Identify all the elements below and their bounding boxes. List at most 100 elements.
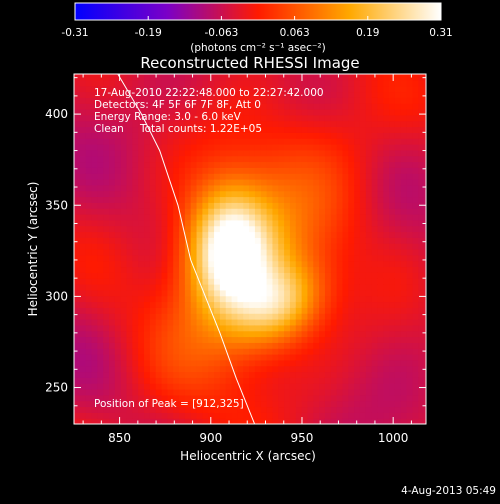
heatmap-cell — [179, 74, 186, 81]
heatmap-cell — [342, 120, 349, 128]
heatmap-cell — [394, 161, 402, 168]
heatmap-cell — [144, 149, 151, 157]
heatmap-cell — [74, 289, 81, 297]
heatmap-cell — [109, 324, 116, 332]
heatmap-cell — [254, 371, 262, 378]
heatmap-cell — [79, 394, 87, 402]
heatmap-cell — [79, 249, 87, 256]
heatmap-cell — [167, 97, 174, 104]
heatmap-cell — [237, 225, 244, 233]
heatmap-cell — [231, 383, 239, 390]
heatmap-cell — [383, 109, 390, 116]
heatmap-cell — [365, 412, 373, 419]
heatmap-cell — [173, 289, 180, 297]
heatmap-cell — [196, 348, 203, 355]
heatmap-cell — [138, 284, 145, 291]
heatmap-cell — [278, 74, 285, 81]
heatmap-cell — [348, 307, 355, 314]
heatmap-cell — [400, 289, 408, 297]
heatmap-cell — [120, 243, 128, 250]
detectors-annotation: Detectors: 4F 5F 6F 7F 8F, Att 0 — [94, 99, 261, 111]
heatmap-cell — [167, 348, 174, 355]
heatmap-cell — [383, 324, 390, 332]
heatmap-cell — [424, 173, 426, 180]
heatmap-cell — [225, 109, 233, 116]
heatmap-cell — [149, 400, 157, 408]
heatmap-cell — [126, 138, 133, 145]
heatmap-cell — [319, 260, 326, 268]
heatmap-cell — [161, 149, 168, 157]
heatmap-cell — [103, 377, 110, 384]
heatmap-cell — [278, 330, 285, 338]
heatmap-cell — [365, 161, 373, 168]
heatmap-cell — [231, 284, 239, 291]
heatmap-cell — [126, 260, 133, 268]
heatmap-cell — [412, 237, 419, 244]
heatmap-cell — [202, 301, 209, 308]
heatmap-cell — [219, 359, 227, 367]
heatmap-cell — [132, 85, 139, 93]
heatmap-cell — [167, 225, 174, 233]
heatmap-cell — [114, 260, 122, 268]
heatmap-cell — [184, 319, 192, 326]
heatmap-cell — [266, 418, 274, 424]
heatmap-cell — [354, 103, 361, 110]
heatmap-cell — [406, 394, 414, 402]
heatmap-cell — [266, 219, 274, 227]
heatmap-cell — [284, 400, 291, 408]
heatmap-cell — [155, 109, 163, 116]
heatmap-cell — [179, 400, 186, 408]
heatmap-cell — [319, 114, 326, 122]
heatmap-cell — [272, 109, 279, 116]
heatmap-cell — [79, 289, 87, 297]
heatmap-cell — [354, 289, 361, 297]
heatmap-cell — [85, 319, 93, 326]
heatmap-cell — [295, 254, 303, 262]
heatmap-cell — [295, 167, 303, 174]
heatmap-cell — [348, 394, 355, 402]
heatmap-cell — [91, 313, 98, 320]
heatmap-cell — [144, 400, 151, 408]
heatmap-cell — [418, 278, 425, 285]
heatmap-cell — [313, 190, 320, 198]
heatmap-cell — [254, 231, 262, 238]
heatmap-cell — [307, 149, 314, 157]
heatmap-cell — [406, 319, 414, 326]
heatmap-cell — [190, 272, 198, 279]
heatmap-cell — [359, 208, 367, 215]
heatmap-cell — [389, 173, 396, 180]
heatmap-cell — [389, 330, 396, 338]
heatmap-cell — [324, 202, 332, 209]
heatmap-cell — [214, 196, 221, 203]
heatmap-cell — [179, 412, 186, 419]
heatmap-cell — [295, 219, 303, 227]
heatmap-cell — [272, 313, 279, 320]
heatmap-cell — [114, 278, 122, 285]
heatmap-cell — [225, 348, 233, 355]
heatmap-cell — [400, 371, 408, 378]
heatmap-cell — [109, 394, 116, 402]
heatmap-cell — [359, 132, 367, 139]
heatmap-cell — [208, 91, 215, 98]
heatmap-cell — [225, 412, 233, 419]
heatmap-cell — [354, 144, 361, 151]
heatmap-cell — [120, 249, 128, 256]
heatmap-cell — [336, 237, 344, 244]
heatmap-cell — [179, 225, 186, 233]
heatmap-cell — [231, 144, 239, 151]
heatmap-cell — [319, 400, 326, 408]
heatmap-cell — [424, 371, 426, 378]
heatmap-cell — [144, 126, 151, 133]
heatmap-cell — [307, 348, 314, 355]
heatmap-cell — [272, 219, 279, 227]
heatmap-cell — [144, 184, 151, 192]
heatmap-cell — [161, 97, 168, 104]
heatmap-cell — [418, 225, 425, 233]
heatmap-cell — [272, 284, 279, 291]
heatmap-cell — [354, 85, 361, 93]
heatmap-cell — [330, 126, 338, 133]
heatmap-cell — [418, 301, 425, 308]
heatmap-cell — [359, 394, 367, 402]
heatmap-cell — [371, 184, 379, 192]
